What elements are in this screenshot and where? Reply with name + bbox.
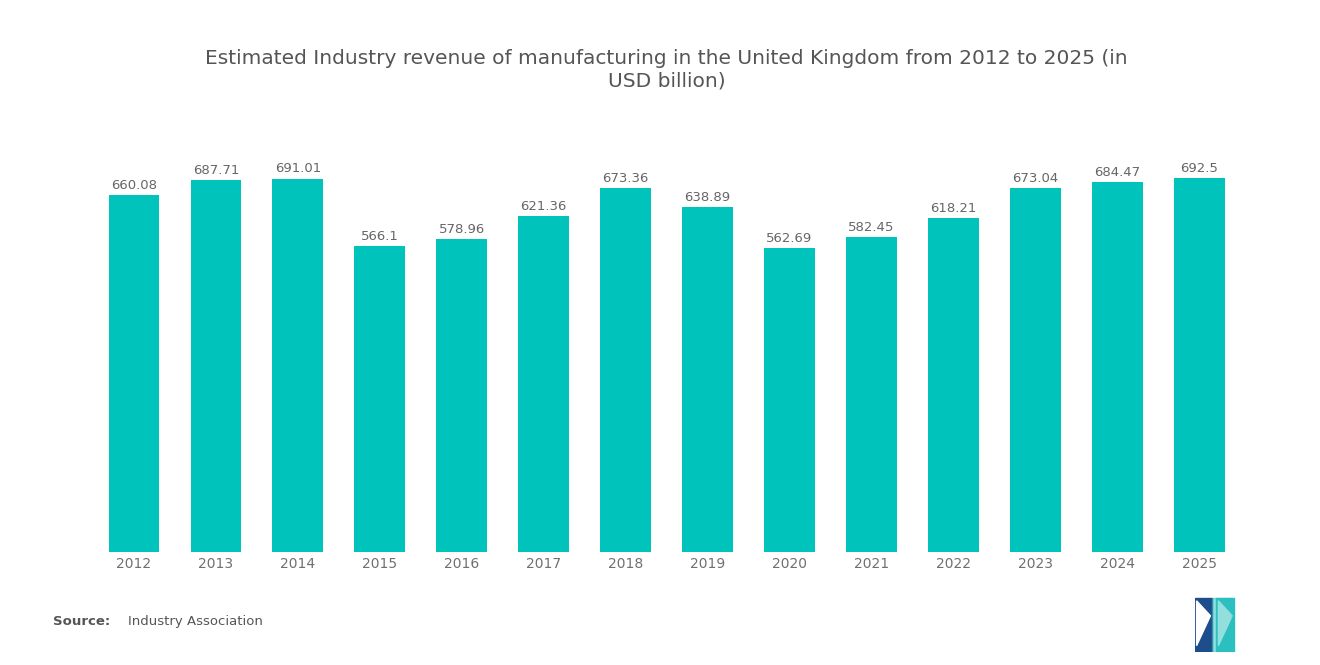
Bar [1010,188,1061,552]
Bar [108,196,160,552]
Bar [354,246,405,552]
Bar [519,216,569,552]
Bar [846,237,896,552]
Bar [1173,178,1225,552]
Polygon shape [1197,601,1210,646]
Bar [928,218,979,552]
Text: 638.89: 638.89 [685,190,731,203]
Polygon shape [1218,601,1233,646]
Bar [272,179,323,552]
Text: Source:: Source: [53,615,110,628]
Bar [682,207,733,552]
Bar [190,180,242,552]
Text: 691.01: 691.01 [275,162,321,176]
Polygon shape [1217,598,1234,652]
Bar [437,239,487,552]
Text: 562.69: 562.69 [767,231,813,245]
Title: Estimated Industry revenue of manufacturing in the United Kingdom from 2012 to 2: Estimated Industry revenue of manufactur… [206,49,1127,90]
Text: 566.1: 566.1 [360,230,399,243]
Text: 618.21: 618.21 [931,201,977,215]
Bar [764,248,814,552]
Polygon shape [1195,598,1213,652]
Text: 684.47: 684.47 [1094,166,1140,179]
Bar [1092,182,1143,552]
Text: 673.36: 673.36 [602,172,649,185]
Bar [601,188,651,552]
Text: 621.36: 621.36 [520,200,566,213]
Text: 660.08: 660.08 [111,179,157,192]
Text: 687.71: 687.71 [193,164,239,177]
Text: 673.04: 673.04 [1012,172,1059,185]
Text: 582.45: 582.45 [849,221,895,234]
Text: 578.96: 578.96 [438,223,484,236]
Text: 692.5: 692.5 [1180,162,1218,174]
Polygon shape [1213,598,1233,652]
Text: Industry Association: Industry Association [128,615,263,628]
